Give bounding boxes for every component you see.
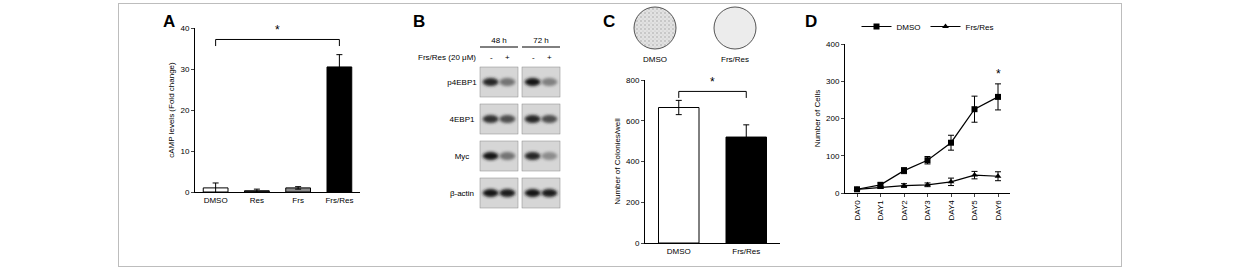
- html-text:A: A: [163, 12, 176, 31]
- svg-text:DMSO: DMSO: [897, 23, 921, 32]
- svg-text:48 h: 48 h: [491, 36, 507, 45]
- svg-text:Frs/Res: Frs/Res: [732, 247, 760, 256]
- svg-text:800: 800: [626, 76, 640, 85]
- svg-text:600: 600: [626, 117, 640, 126]
- svg-text:DAY2: DAY2: [900, 200, 909, 221]
- svg-text:30: 30: [180, 65, 189, 74]
- svg-text:DAY1: DAY1: [876, 200, 885, 221]
- svg-text:β-actin: β-actin: [450, 189, 474, 198]
- svg-text:Res: Res: [250, 196, 264, 205]
- svg-text:DAY3: DAY3: [923, 200, 932, 221]
- svg-text:0: 0: [635, 239, 640, 248]
- svg-text:400: 400: [826, 40, 840, 49]
- svg-text:*: *: [710, 75, 715, 89]
- svg-text:DMSO: DMSO: [204, 196, 228, 205]
- svg-text:DMSO: DMSO: [643, 55, 667, 64]
- html-text:D: D: [805, 12, 818, 31]
- svg-text:DAY5: DAY5: [970, 200, 979, 221]
- svg-text:DAY6: DAY6: [994, 200, 1003, 221]
- svg-text:200: 200: [626, 198, 640, 207]
- svg-text:-: -: [532, 53, 535, 62]
- svg-text:40: 40: [180, 24, 189, 33]
- svg-text:*: *: [275, 23, 280, 37]
- svg-text:10: 10: [180, 147, 189, 156]
- svg-text:Number of Colonies/well: Number of Colonies/well: [613, 118, 622, 205]
- svg-text:DAY4: DAY4: [947, 200, 956, 221]
- svg-text:200: 200: [826, 114, 840, 123]
- svg-text:*: *: [996, 67, 1001, 81]
- svg-text:Frs/Res: Frs/Res: [325, 196, 353, 205]
- svg-text:4EBP1: 4EBP1: [450, 115, 475, 124]
- svg-text:Frs/Res: Frs/Res: [966, 23, 994, 32]
- svg-text:-: -: [490, 53, 493, 62]
- svg-text:72 h: 72 h: [533, 36, 549, 45]
- svg-text:100: 100: [826, 152, 840, 161]
- svg-text:p4EBP1: p4EBP1: [447, 78, 477, 87]
- svg-text:DMSO: DMSO: [667, 247, 691, 256]
- svg-text:+: +: [547, 53, 552, 62]
- svg-text:400: 400: [626, 157, 640, 166]
- html-text:C: C: [603, 12, 616, 31]
- svg-text:0: 0: [185, 188, 190, 197]
- svg-text:300: 300: [826, 77, 840, 86]
- svg-text:Myc: Myc: [455, 152, 470, 161]
- svg-text:Frs/Res: Frs/Res: [721, 55, 749, 64]
- svg-text:Frs: Frs: [292, 196, 304, 205]
- svg-text:Frs/Res (20 μM): Frs/Res (20 μM): [418, 53, 476, 62]
- html-text:B: B: [413, 12, 426, 31]
- svg-text:Number of Cells: Number of Cells: [813, 90, 822, 147]
- svg-text:DAY0: DAY0: [853, 200, 862, 221]
- svg-text:+: +: [505, 53, 510, 62]
- svg-text:cAMP levels (Fold change): cAMP levels (Fold change): [167, 62, 176, 158]
- svg-text:0: 0: [835, 189, 840, 198]
- svg-text:20: 20: [180, 106, 189, 115]
